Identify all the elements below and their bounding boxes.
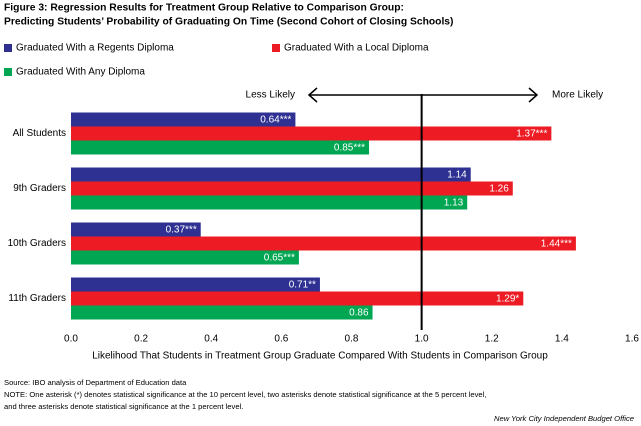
value-label: 1.26	[489, 184, 509, 195]
x-tick-label: 0.6	[274, 334, 288, 345]
value-label: 0.71**	[289, 280, 316, 291]
value-label: 1.37***	[516, 129, 547, 140]
value-label: 0.85***	[334, 143, 365, 154]
bar	[71, 140, 370, 155]
legend-label: Graduated With Any Diploma	[16, 67, 145, 78]
x-tick-label: 0.4	[204, 334, 218, 345]
bar	[71, 181, 513, 196]
chart-title: Figure 3: Regression Results for Treatme…	[4, 3, 404, 14]
value-label: 1.44***	[541, 239, 572, 250]
note: and three asterisks denote statistical s…	[4, 402, 243, 411]
arrow-head	[307, 87, 318, 103]
bar	[71, 222, 201, 237]
y-tick-label: All Students	[13, 128, 66, 139]
bar	[71, 112, 296, 127]
legend-swatch	[4, 68, 12, 76]
credit: New York City Independent Budget Office	[494, 414, 634, 423]
chart-subtitle: Predicting Students’ Probability of Grad…	[4, 17, 453, 28]
bar	[71, 126, 552, 141]
bar	[71, 167, 471, 182]
x-tick-label: 1.2	[485, 334, 499, 345]
y-tick-label: 10th Graders	[8, 238, 66, 249]
bar	[71, 236, 576, 251]
value-label: 1.13	[444, 198, 464, 209]
value-label: 1.29*	[496, 294, 519, 305]
x-tick-label: 0.0	[64, 334, 78, 345]
value-label: 0.64***	[260, 115, 291, 126]
x-tick-label: 1.0	[415, 334, 429, 345]
value-label: 0.65***	[264, 253, 295, 264]
bar	[71, 277, 320, 292]
x-tick-label: 1.4	[555, 334, 569, 345]
annotation: Less Likely	[246, 90, 295, 101]
x-tick-label: 0.8	[345, 334, 359, 345]
annotation: More Likely	[552, 90, 603, 101]
value-label: 0.37***	[166, 225, 197, 236]
legend-label: Graduated With a Regents Diploma	[16, 43, 174, 54]
bar	[71, 250, 299, 265]
value-label: 1.14	[447, 170, 467, 181]
source: Source: IBO analysis of Department of Ed…	[4, 378, 187, 387]
y-tick-label: 9th Graders	[13, 183, 66, 194]
arrow-head	[528, 87, 539, 103]
legend-label: Graduated With a Local Diploma	[284, 43, 429, 54]
value-label: 0.86	[349, 308, 369, 319]
x-axis-title: Likelihood That Students in Treatment Gr…	[92, 351, 548, 362]
x-tick-label: 0.2	[134, 334, 148, 345]
x-tick-label: 1.6	[625, 334, 639, 345]
note: NOTE: One asterisk (*) denotes statistic…	[4, 390, 486, 399]
y-tick-label: 11th Graders	[8, 293, 66, 304]
bar	[71, 195, 468, 210]
legend-swatch	[272, 44, 280, 52]
legend-swatch	[4, 44, 12, 52]
bar	[71, 305, 373, 320]
bar	[71, 291, 524, 306]
